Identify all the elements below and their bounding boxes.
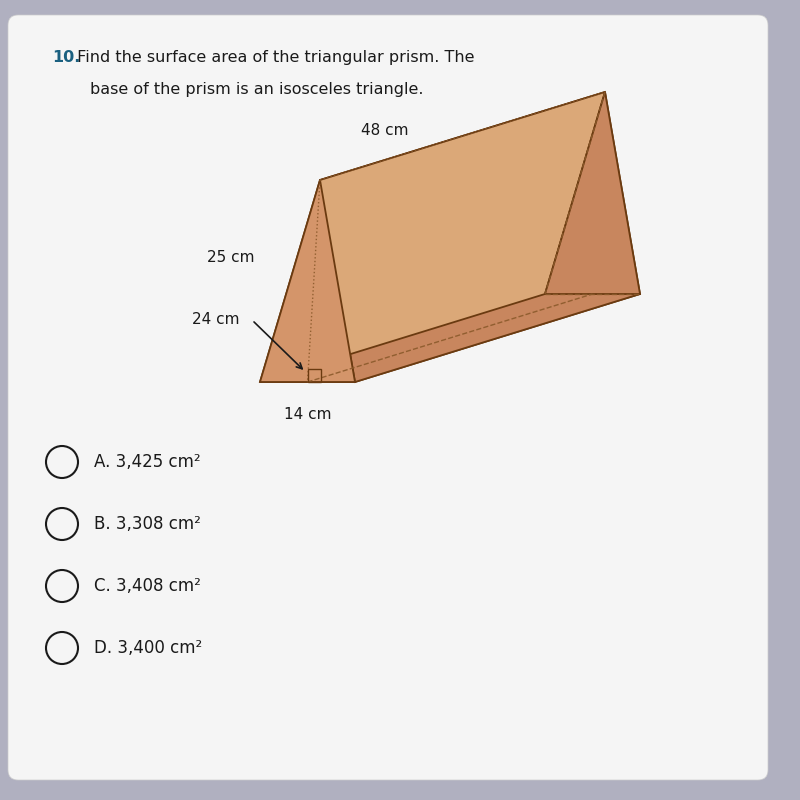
- Text: D. 3,400 cm²: D. 3,400 cm²: [94, 639, 202, 657]
- Text: 14 cm: 14 cm: [284, 407, 332, 422]
- Text: 25 cm: 25 cm: [207, 250, 255, 266]
- Text: base of the prism is an isosceles triangle.: base of the prism is an isosceles triang…: [90, 82, 423, 97]
- Polygon shape: [260, 180, 355, 382]
- Text: 10.: 10.: [52, 50, 80, 65]
- Text: Find the surface area of the triangular prism. The: Find the surface area of the triangular …: [72, 50, 474, 65]
- Polygon shape: [320, 92, 640, 382]
- Text: 48 cm: 48 cm: [362, 123, 409, 138]
- Text: C. 3,408 cm²: C. 3,408 cm²: [94, 577, 201, 595]
- Text: B. 3,308 cm²: B. 3,308 cm²: [94, 515, 201, 533]
- Polygon shape: [260, 92, 605, 382]
- Polygon shape: [545, 92, 640, 294]
- Text: A. 3,425 cm²: A. 3,425 cm²: [94, 453, 201, 471]
- Polygon shape: [260, 294, 640, 382]
- Text: 24 cm: 24 cm: [193, 313, 240, 327]
- FancyBboxPatch shape: [8, 15, 768, 780]
